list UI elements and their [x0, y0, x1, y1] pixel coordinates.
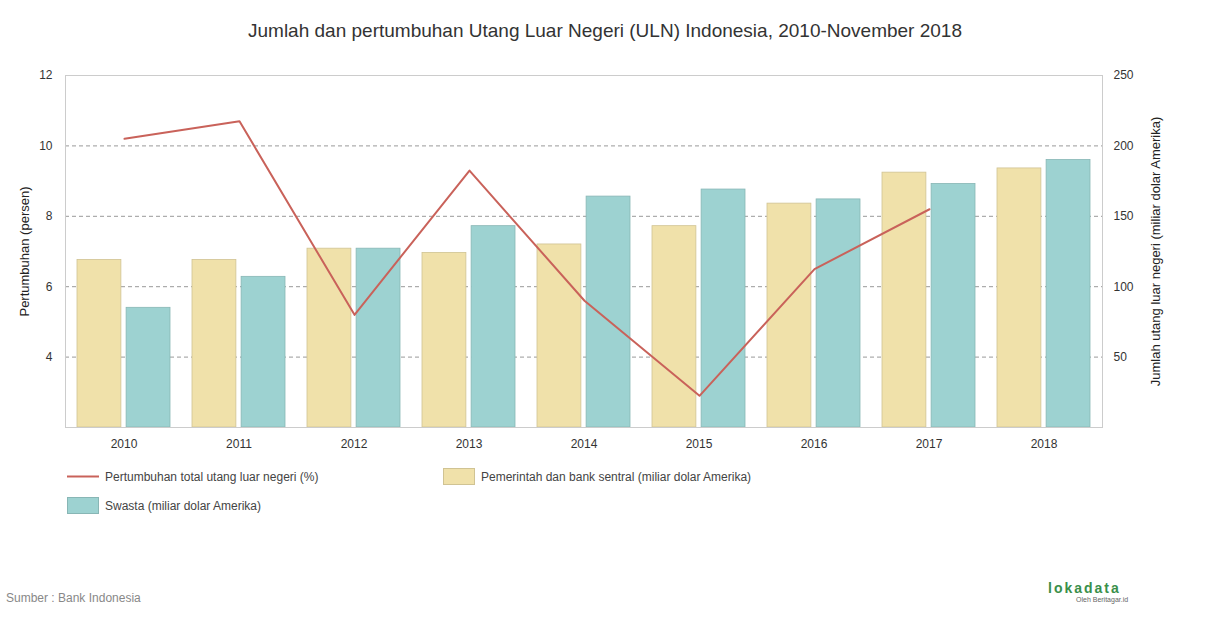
svg-text:2015: 2015 — [686, 437, 713, 451]
svg-text:2016: 2016 — [801, 437, 828, 451]
svg-text:12: 12 — [39, 68, 53, 82]
svg-text:50: 50 — [1114, 350, 1128, 364]
html-text:Pemerintah dan bank sentral (m: Pemerintah dan bank sentral (miliar dola… — [481, 469, 752, 484]
svg-text:2011: 2011 — [226, 437, 252, 451]
svg-text:2014: 2014 — [571, 437, 598, 451]
svg-text:250: 250 — [1114, 68, 1134, 82]
svg-text:4: 4 — [46, 350, 53, 364]
svg-text:200: 200 — [1114, 139, 1134, 153]
html-text:Oleh Beritagar.id: Oleh Beritagar.id — [1076, 596, 1129, 603]
html-text:Pertumbuhan total utang luar n: Pertumbuhan total utang luar negeri (%) — [105, 469, 319, 484]
svg-text:2012: 2012 — [341, 437, 368, 451]
svg-text:2018: 2018 — [1031, 437, 1058, 451]
html-text:Jumlah utang luar negeri (mili: Jumlah utang luar negeri (miliar dolar A… — [1148, 116, 1164, 386]
svg-text:100: 100 — [1114, 280, 1134, 294]
html-text:Pertumbuhan (persen): Pertumbuhan (persen) — [16, 186, 32, 316]
svg-text:2013: 2013 — [456, 437, 483, 451]
svg-text:2010: 2010 — [111, 437, 138, 451]
svg-text:2017: 2017 — [916, 437, 943, 451]
html-text:Jumlah dan pertumbuhan Utang L: Jumlah dan pertumbuhan Utang Luar Negeri… — [248, 20, 962, 41]
svg-text:6: 6 — [46, 280, 53, 294]
svg-text:150: 150 — [1114, 209, 1134, 223]
html-text:Swasta (miliar dolar Amerika): Swasta (miliar dolar Amerika) — [105, 498, 261, 513]
html-text:Sumber : Bank Indonesia: Sumber : Bank Indonesia — [6, 591, 141, 605]
svg-text:8: 8 — [46, 209, 53, 223]
html-text:lokadata: lokadata — [1048, 580, 1121, 596]
svg-text:10: 10 — [39, 139, 53, 153]
